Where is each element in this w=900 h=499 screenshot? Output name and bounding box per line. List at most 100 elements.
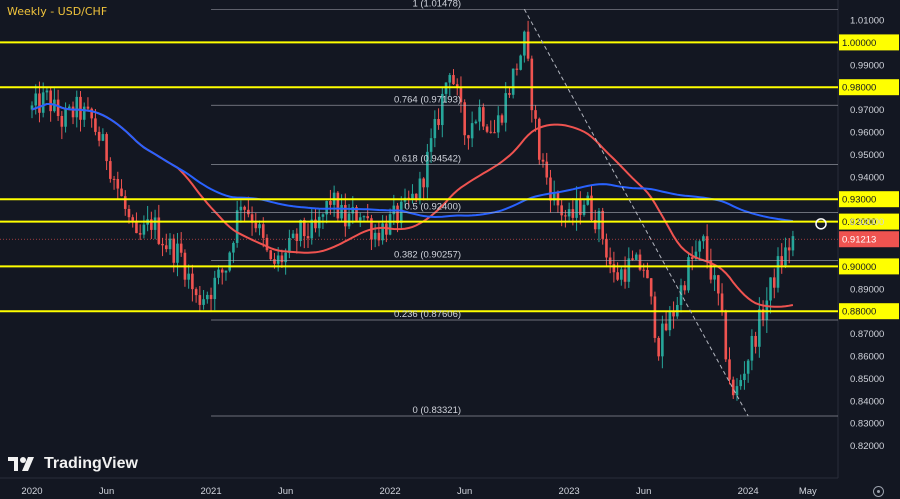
candle-body xyxy=(86,106,90,109)
fib-label: 0.236 (0.87606) xyxy=(394,309,461,320)
candle-body xyxy=(731,379,735,396)
candle-body xyxy=(269,250,273,260)
candle-body xyxy=(601,210,604,239)
candle-body xyxy=(172,238,176,263)
candle-body xyxy=(627,258,631,282)
candle-body xyxy=(75,96,79,118)
candle-body xyxy=(161,243,164,246)
x-tick-label: Jun xyxy=(457,486,472,497)
candle-body xyxy=(254,222,258,229)
candle-body xyxy=(347,213,351,227)
candle-body xyxy=(504,93,508,123)
candle-body xyxy=(164,245,168,250)
candle-body xyxy=(429,138,433,152)
y-tick-label: 0.94000 xyxy=(850,172,884,183)
candle-body xyxy=(590,195,593,221)
candle-body xyxy=(586,195,590,205)
candle-body xyxy=(302,220,306,237)
candle-body xyxy=(470,123,474,139)
candle-body xyxy=(687,257,690,291)
candle-body xyxy=(194,289,198,296)
candle-body xyxy=(515,68,519,70)
x-tick-label: 2023 xyxy=(559,486,580,497)
candle-body xyxy=(206,294,209,300)
candle-body xyxy=(295,233,299,241)
candle-body xyxy=(638,254,642,270)
candle-body xyxy=(672,312,675,317)
level-tag xyxy=(839,34,899,51)
candle-body xyxy=(396,205,399,224)
y-tick-label: 0.92000 xyxy=(850,217,884,228)
candle-body xyxy=(705,236,709,261)
candle-body xyxy=(549,177,552,201)
y-tick-label: 0.96000 xyxy=(850,128,884,139)
current-price-marker xyxy=(815,218,827,230)
y-tick-label: 0.95000 xyxy=(850,150,884,161)
candle-body xyxy=(385,223,388,235)
candle-body xyxy=(523,31,526,56)
settings-icon[interactable] xyxy=(873,486,884,497)
candle-body xyxy=(489,131,493,133)
level-label: 0.90000 xyxy=(842,262,876,273)
candle-body xyxy=(235,210,239,243)
candle-body xyxy=(344,205,347,227)
candle-body xyxy=(769,277,772,301)
candle-body xyxy=(441,93,444,126)
candle-body xyxy=(616,272,619,280)
candle-body xyxy=(552,192,556,201)
candle-body xyxy=(694,251,698,260)
candle-body xyxy=(258,224,261,229)
candle-body xyxy=(426,151,429,188)
candle-body xyxy=(224,270,228,273)
x-tick-label: Jun xyxy=(278,486,293,497)
candle-body xyxy=(478,107,481,122)
candle-body xyxy=(30,105,34,110)
candle-body xyxy=(232,242,235,253)
candle-body xyxy=(746,360,750,374)
candle-body xyxy=(261,224,265,238)
candle-body xyxy=(623,269,627,282)
candle-body xyxy=(750,335,754,361)
candle-body xyxy=(340,205,343,219)
candle-body xyxy=(321,214,325,217)
candle-body xyxy=(187,273,190,280)
candle-body xyxy=(709,260,713,280)
candle-body xyxy=(56,99,60,116)
candle-body xyxy=(191,273,194,290)
candle-body xyxy=(437,119,440,126)
fib-trend-line xyxy=(523,9,749,417)
candle-body xyxy=(220,269,224,273)
candle-body xyxy=(168,238,172,250)
candle-body xyxy=(213,277,217,300)
level-label: 0.88000 xyxy=(842,307,876,318)
level-tag xyxy=(839,213,899,230)
candle-body xyxy=(250,214,254,223)
candle-body xyxy=(534,110,537,119)
candle-body xyxy=(239,206,243,211)
level-label: 1.00000 xyxy=(842,38,876,49)
candle-body xyxy=(131,217,135,221)
candle-body xyxy=(41,92,45,113)
y-tick-label: 0.84000 xyxy=(850,396,884,407)
candle-body xyxy=(176,243,179,263)
candle-body xyxy=(537,118,541,160)
candle-body xyxy=(310,219,314,239)
candle-body xyxy=(657,337,660,357)
x-tick-label: 2024 xyxy=(738,486,759,497)
y-tick-label: 0.82000 xyxy=(850,441,884,452)
candle-body xyxy=(467,135,470,139)
candle-body xyxy=(575,199,578,218)
candle-body xyxy=(422,178,425,188)
candle-body xyxy=(127,208,131,218)
candle-body xyxy=(649,278,653,297)
candle-body xyxy=(448,75,452,83)
candle-body xyxy=(519,55,522,70)
candle-body xyxy=(508,93,511,95)
candle-body xyxy=(545,161,549,178)
candle-body xyxy=(329,201,332,205)
fib-label: 0.5 (0.92400) xyxy=(405,202,462,213)
candle-body xyxy=(791,236,795,251)
candle-body xyxy=(564,215,567,217)
candle-body xyxy=(735,386,739,396)
